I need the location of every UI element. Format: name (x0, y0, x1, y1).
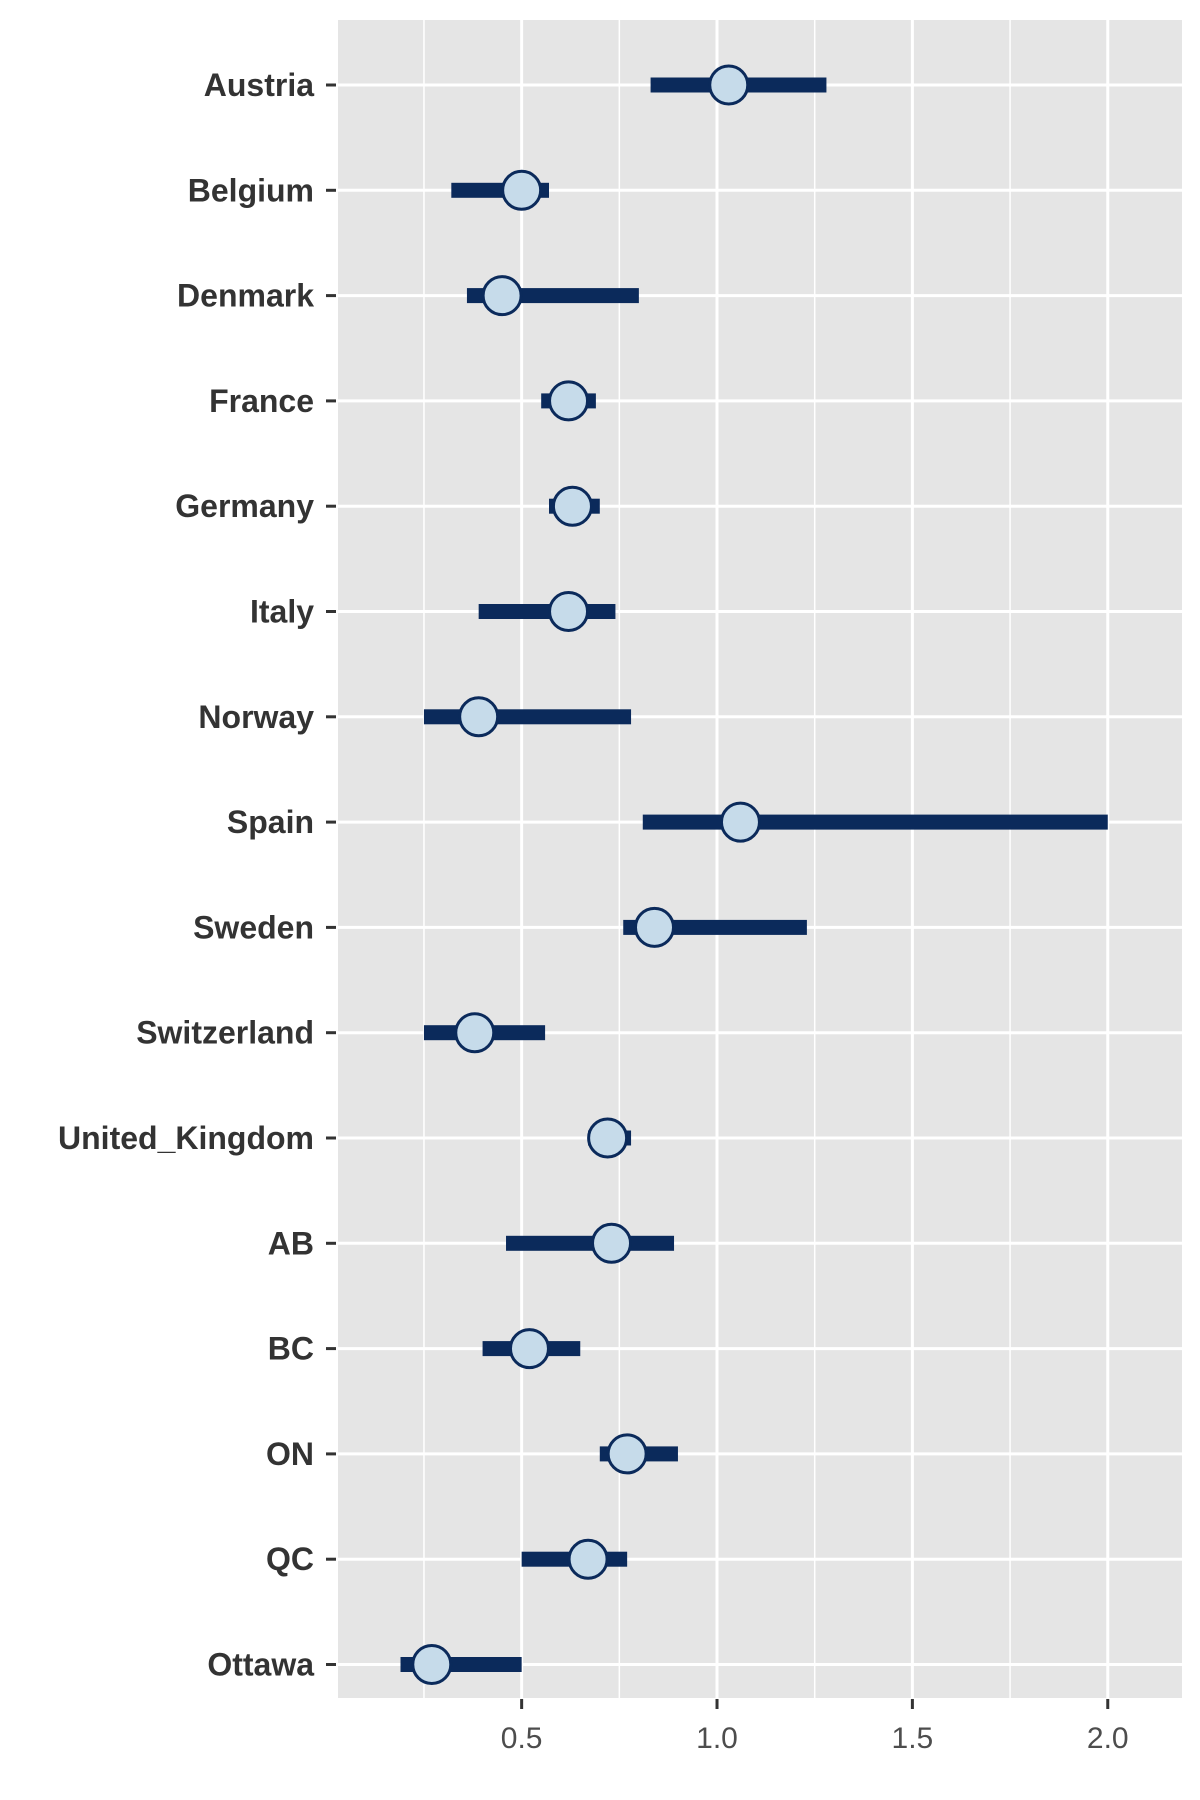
y-tick-label: Germany (175, 488, 314, 524)
estimate-point-austria (708, 64, 750, 106)
x-tick-label: 0.5 (501, 1722, 543, 1755)
plot-panel (338, 20, 1182, 1698)
estimate-points (411, 64, 761, 1685)
x-tick-label: 2.0 (1087, 1722, 1129, 1755)
interval-bar-ab (506, 1235, 675, 1251)
interval-bar-italy (478, 604, 616, 619)
estimate-point-on (606, 1433, 648, 1475)
y-tick-label: Switzerland (136, 1015, 314, 1051)
interval-bar-spain (642, 814, 1108, 830)
estimate-point-qc (567, 1538, 609, 1580)
y-tick-label: BC (268, 1331, 314, 1367)
y-tick-label: Austria (204, 67, 314, 103)
x-tick-label: 1.5 (892, 1722, 934, 1755)
y-tick-label: United_Kingdom (58, 1120, 314, 1156)
y-tick-label: AB (268, 1225, 314, 1261)
estimate-point-sweden (634, 906, 675, 948)
y-tick-label: Belgium (188, 172, 314, 208)
estimate-point-ab (591, 1222, 633, 1264)
estimate-point-united_kingdom (587, 1117, 629, 1159)
y-tick-label: Denmark (177, 278, 314, 314)
x-tick-label: 1.0 (696, 1722, 738, 1755)
estimate-point-italy (548, 591, 590, 632)
y-tick-label: Sweden (193, 909, 314, 945)
x-axis: 0.5 1.0 1.5 2.0 (501, 1699, 1129, 1755)
y-tick-label: QC (266, 1541, 314, 1577)
estimate-point-denmark (481, 275, 523, 317)
y-tick-label: France (209, 383, 314, 419)
estimate-point-germany (551, 485, 593, 527)
y-tick-label: Italy (250, 594, 314, 630)
y-tick-label: ON (266, 1436, 314, 1472)
estimate-point-belgium (501, 169, 543, 211)
estimate-point-france (548, 380, 590, 422)
estimate-point-ottawa (411, 1644, 453, 1685)
estimate-point-norway (458, 696, 500, 738)
y-tick-label: Norway (198, 699, 314, 735)
interval-bar-norway (423, 709, 632, 725)
y-tick-label: Spain (227, 804, 314, 840)
estimate-point-switzerland (454, 1012, 496, 1054)
y-axis: Austria Belgium Denmark France Germany Italy N… (58, 67, 336, 1683)
y-tick-label: Ottawa (207, 1647, 314, 1683)
estimate-point-spain (719, 801, 761, 843)
estimate-point-bc (508, 1328, 550, 1370)
